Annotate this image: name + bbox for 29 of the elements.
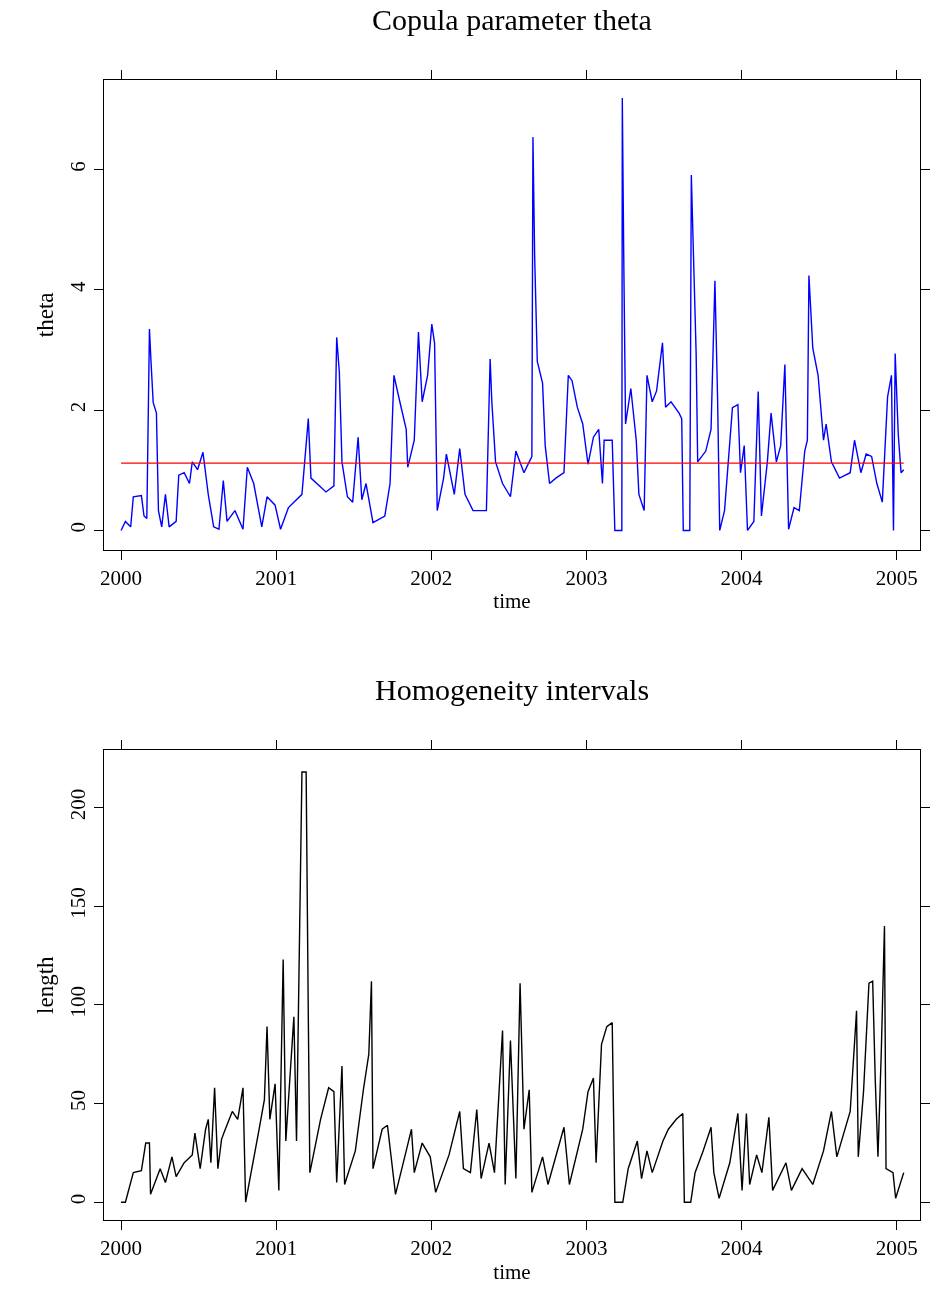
line-series [120, 97, 905, 532]
y-tick-label: 4 [66, 280, 91, 292]
y-tick-label: 6 [66, 161, 91, 172]
y-tick-label: 50 [66, 1089, 91, 1111]
x-tick-label: 2005 [875, 566, 918, 591]
x-axis-title: time [493, 589, 531, 614]
chart-title: Homogeneity intervals [375, 673, 650, 706]
y-tick-label: 2 [66, 401, 91, 413]
x-tick-label: 2000 [100, 566, 143, 591]
x-tick-label: 2001 [255, 566, 298, 591]
x-tick-label: 2000 [100, 1236, 143, 1261]
x-tick-label: 2003 [565, 1236, 608, 1261]
x-tick-label: 2004 [720, 566, 764, 591]
y-axis-title: length [32, 955, 58, 1014]
x-tick-label: 2002 [410, 1236, 453, 1261]
y-tick-label: 150 [66, 887, 91, 919]
x-tick-label: 2001 [255, 1236, 298, 1261]
x-tick-label: 2004 [720, 1236, 764, 1261]
chart-title: Copula parameter theta [372, 3, 652, 36]
line-series [120, 771, 905, 1203]
y-tick-label: 0 [66, 522, 91, 533]
y-tick-label: 100 [66, 985, 91, 1018]
x-tick-label: 2005 [875, 1236, 918, 1261]
y-axis-title: theta [32, 292, 58, 338]
x-axis-title: time [493, 1259, 531, 1284]
y-tick-label: 200 [66, 788, 91, 821]
x-tick-label: 2002 [410, 566, 453, 591]
x-tick-label: 2003 [565, 566, 608, 591]
y-tick-label: 0 [66, 1193, 91, 1205]
